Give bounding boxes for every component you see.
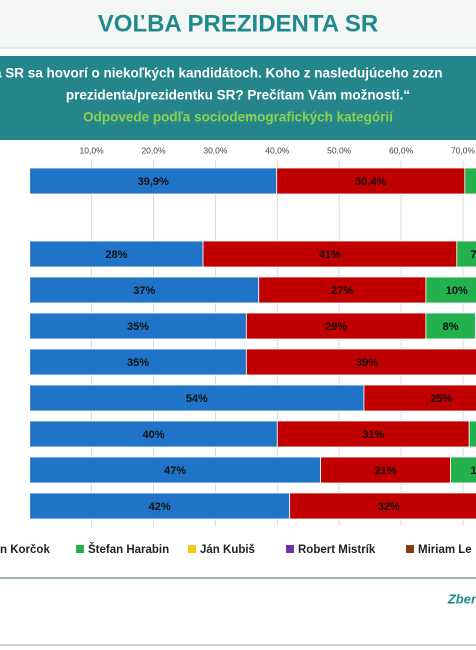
- subtitle-box: [0, 56, 476, 140]
- x-tick-label: 50,0%: [327, 145, 352, 155]
- legend-swatch: [286, 545, 294, 553]
- legend-label: Robert Mistrík: [298, 544, 376, 556]
- bar-segment: [425, 312, 476, 340]
- value-label: 7%: [471, 249, 476, 261]
- value-label: 35%: [127, 321, 149, 333]
- legend-label: Štefan Harabin: [88, 543, 169, 556]
- bar-segment: [29, 240, 204, 268]
- subtitle-line: a SR sa hovorí o niekoľkých kandidátoch.…: [0, 66, 443, 81]
- bar-segment: [29, 167, 278, 195]
- legend-label: Ján Kubiš: [200, 544, 255, 556]
- value-label: 42%: [149, 501, 171, 513]
- value-label: 28%: [105, 249, 127, 261]
- legend-label: n Korčok: [0, 544, 50, 556]
- bar-segment: [29, 492, 291, 520]
- value-label: 39,9%: [138, 176, 169, 188]
- bar-segment: [320, 456, 452, 484]
- x-tick-label: 10,0%: [80, 145, 105, 155]
- x-tick-label: 40,0%: [265, 145, 290, 155]
- bar-segment: [425, 276, 476, 304]
- value-label: 39%: [356, 357, 378, 369]
- value-label: 10%: [446, 285, 468, 297]
- bar-segment: [363, 384, 476, 412]
- subtitle-note: Odpovede podľa sociodemografických kateg…: [83, 110, 394, 125]
- bar-segment: [468, 420, 476, 448]
- bar-segment: [29, 348, 247, 376]
- bar-segment: [464, 167, 476, 195]
- x-tick-label: 60,0%: [389, 145, 414, 155]
- bar-segment: [29, 456, 322, 484]
- legend-swatch: [188, 545, 196, 553]
- value-label: 32%: [378, 501, 400, 513]
- value-label: 8%: [443, 321, 459, 333]
- value-label: 25%: [430, 393, 452, 405]
- bar-segment: [276, 420, 470, 448]
- x-tick-label: 30,0%: [203, 145, 228, 155]
- value-label: 54%: [186, 393, 208, 405]
- value-label: 37%: [133, 285, 155, 297]
- value-label: 41%: [319, 249, 341, 261]
- value-label: 29%: [325, 321, 347, 333]
- legend-swatch: [406, 545, 414, 553]
- bar-segment: [289, 492, 476, 520]
- value-label: 31%: [362, 429, 384, 441]
- legend-swatch: [76, 545, 84, 553]
- x-tick-label: 70,0%: [451, 145, 476, 155]
- x-tick-label: 20,0%: [141, 145, 166, 155]
- bar-segment: [456, 240, 476, 268]
- title-band: [0, 0, 476, 48]
- value-label: 35%: [127, 357, 149, 369]
- subtitle-line: prezidenta/prezidentku SR? Prečítam Vám …: [66, 88, 410, 103]
- legend-label: Miriam Le: [418, 544, 472, 556]
- value-label: 30,4%: [355, 176, 386, 188]
- bar-segment: [276, 167, 466, 195]
- bar-segment: [29, 384, 365, 412]
- bar-segment: [29, 312, 247, 340]
- value-label: 40%: [142, 429, 164, 441]
- bar-segment: [29, 420, 278, 448]
- value-label: 27%: [331, 285, 353, 297]
- bar-segment: [245, 348, 476, 376]
- value-label: 21%: [375, 465, 397, 477]
- footer-text: Zber: [447, 591, 476, 606]
- value-label: 47%: [164, 465, 186, 477]
- bar-segment: [450, 456, 476, 484]
- bar-segment: [245, 312, 427, 340]
- bar-segment: [258, 276, 427, 304]
- value-label: 10%: [471, 465, 476, 477]
- chart-title: VOĽBA PREZIDENTA SR: [98, 10, 378, 37]
